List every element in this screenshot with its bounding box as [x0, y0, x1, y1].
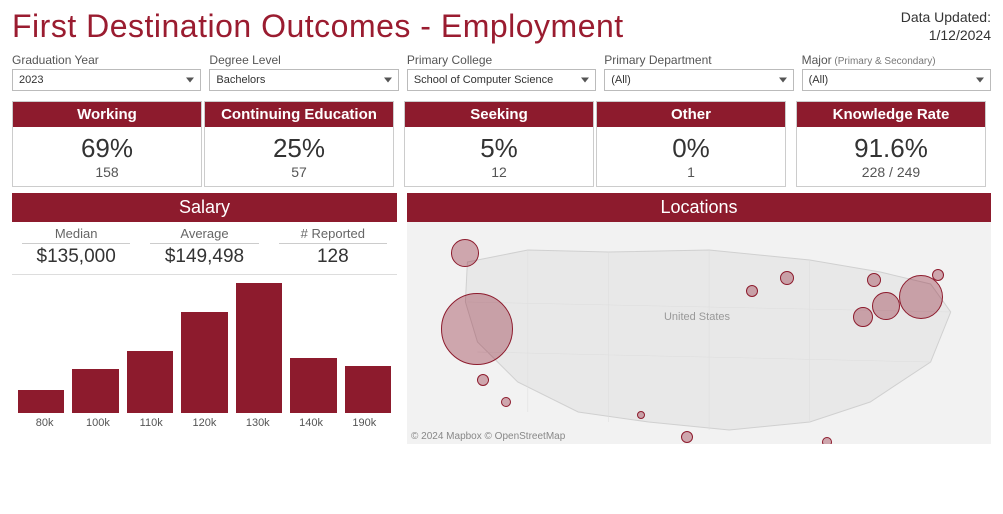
filter-select[interactable]: School of Computer Science	[407, 69, 596, 91]
histogram-bar[interactable]	[181, 312, 227, 413]
filters-row: Graduation Year 2023 Degree Level Bachelors…	[12, 53, 991, 91]
stat-working: Working69%158	[12, 101, 202, 187]
histogram-bar-label: 190k	[338, 417, 391, 429]
stat-sub: 57	[205, 164, 393, 186]
salary-panel-header: Salary	[12, 193, 397, 222]
locations-map[interactable]: United States © 2024 Mapbox © OpenStreet…	[407, 222, 991, 444]
histogram-bar-label: 130k	[231, 417, 284, 429]
location-bubble[interactable]	[477, 374, 489, 386]
histogram-bar[interactable]	[18, 390, 64, 413]
histogram-bar[interactable]	[127, 351, 173, 413]
histogram-bar[interactable]	[345, 366, 391, 413]
filter-label: Graduation Year	[12, 53, 201, 67]
histogram-bar[interactable]	[236, 283, 282, 413]
locations-panel-header: Locations	[407, 193, 991, 222]
salary-reported: # Reported 128	[269, 226, 397, 268]
stats-row: Working69%158Continuing Education25%57 S…	[12, 101, 991, 187]
data-updated-label: Data Updated:	[901, 8, 991, 26]
stat-knowledge-rate: Knowledge Rate91.6%228 / 249	[796, 101, 986, 187]
map-attribution: © 2024 Mapbox © OpenStreetMap	[411, 431, 565, 442]
stat-seeking: Seeking5%12	[404, 101, 594, 187]
histogram-bar-label: 140k	[284, 417, 337, 429]
filter-select[interactable]: (All)	[802, 69, 991, 91]
data-updated-value: 1/12/2024	[901, 26, 991, 44]
stat-value: 0%	[597, 127, 785, 164]
stat-sub: 228 / 249	[797, 164, 985, 186]
location-bubble[interactable]	[867, 273, 881, 287]
location-bubble[interactable]	[853, 307, 873, 327]
filter-primary-college: Primary College School of Computer Scienc…	[407, 53, 596, 91]
salary-histogram: 80k100k110k120k130k140k190k	[12, 275, 397, 435]
filter-select[interactable]: (All)	[604, 69, 793, 91]
stat-header: Working	[13, 102, 201, 127]
map-country-label: United States	[664, 311, 730, 323]
salary-average-value: $149,498	[140, 244, 268, 268]
histogram-bar-label: 80k	[18, 417, 71, 429]
salary-reported-value: 128	[269, 244, 397, 268]
stat-value: 25%	[205, 127, 393, 164]
salary-median: Median $135,000	[12, 226, 140, 268]
data-updated: Data Updated: 1/12/2024	[901, 8, 991, 44]
stat-value: 69%	[13, 127, 201, 164]
histogram-bar-label: 120k	[178, 417, 231, 429]
location-bubble[interactable]	[441, 293, 513, 365]
filter-major: Major (Primary & Secondary) (All)	[802, 53, 991, 91]
stat-other: Other0%1	[596, 101, 786, 187]
filter-label: Major (Primary & Secondary)	[802, 53, 991, 67]
histogram-bar-label: 100k	[71, 417, 124, 429]
filter-label: Degree Level	[209, 53, 398, 67]
stats-group-knowledge: Knowledge Rate91.6%228 / 249	[796, 101, 986, 187]
stat-header: Knowledge Rate	[797, 102, 985, 127]
salary-median-label: Median	[22, 226, 130, 244]
stat-header: Seeking	[405, 102, 593, 127]
location-bubble[interactable]	[637, 411, 645, 419]
filter-select[interactable]: 2023	[12, 69, 201, 91]
locations-panel: Locations United States © 2024 Mapbox © …	[407, 193, 991, 444]
stat-value: 91.6%	[797, 127, 985, 164]
salary-average: Average $149,498	[140, 226, 268, 268]
filter-select[interactable]: Bachelors	[209, 69, 398, 91]
page-title: First Destination Outcomes - Employment	[12, 8, 624, 45]
stats-group-outcomes-1: Working69%158Continuing Education25%57	[12, 101, 394, 187]
filter-graduation-year: Graduation Year 2023	[12, 53, 201, 91]
filter-degree-level: Degree Level Bachelors	[209, 53, 398, 91]
stat-header: Continuing Education	[205, 102, 393, 127]
stats-group-outcomes-2: Seeking5%12Other0%1	[404, 101, 786, 187]
filter-primary-department: Primary Department (All)	[604, 53, 793, 91]
location-bubble[interactable]	[746, 285, 758, 297]
salary-reported-label: # Reported	[279, 226, 387, 244]
histogram-bar-label: 110k	[125, 417, 178, 429]
location-bubble[interactable]	[780, 271, 794, 285]
stat-sub: 1	[597, 164, 785, 186]
histogram-bar[interactable]	[290, 358, 336, 413]
stat-header: Other	[597, 102, 785, 127]
salary-median-value: $135,000	[12, 244, 140, 268]
stat-sub: 12	[405, 164, 593, 186]
filter-label: Primary College	[407, 53, 596, 67]
salary-panel: Salary Median $135,000 Average $149,498 …	[12, 193, 397, 444]
salary-average-label: Average	[150, 226, 258, 244]
histogram-bar[interactable]	[72, 369, 118, 413]
stat-sub: 158	[13, 164, 201, 186]
stat-value: 5%	[405, 127, 593, 164]
stat-continuing-education: Continuing Education25%57	[204, 101, 394, 187]
filter-label: Primary Department	[604, 53, 793, 67]
